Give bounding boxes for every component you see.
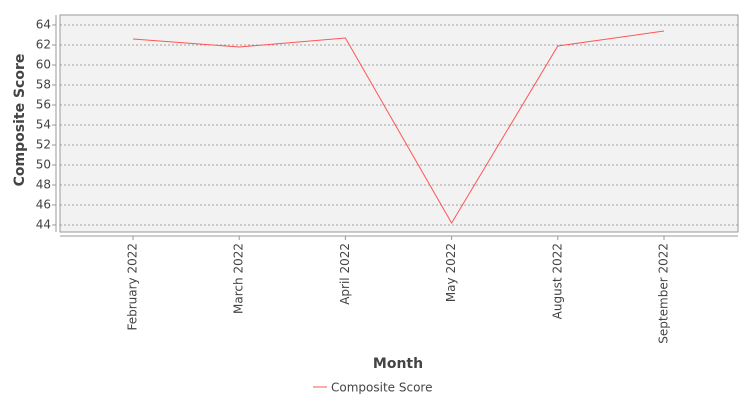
- y-tick-label: 54: [36, 118, 51, 132]
- x-tick-label: August 2022: [550, 243, 564, 319]
- legend-label: Composite Score: [331, 381, 432, 395]
- x-tick-label: May 2022: [444, 243, 458, 302]
- y-tick-label: 64: [36, 18, 51, 32]
- x-tick-label: April 2022: [338, 243, 352, 305]
- x-axis-title: Month: [373, 356, 423, 372]
- y-axis-title: Composite Score: [12, 54, 28, 187]
- y-tick-label: 60: [36, 58, 51, 72]
- y-tick-label: 56: [36, 98, 51, 112]
- x-tick-label: September 2022: [657, 243, 671, 344]
- plot-area: [59, 14, 739, 233]
- x-tick-label: March 2022: [232, 243, 246, 314]
- y-tick-label: 44: [36, 218, 51, 232]
- y-tick-label: 48: [36, 178, 51, 192]
- data-line: [132, 30, 665, 224]
- x-tick-label: February 2022: [126, 243, 140, 331]
- y-tick-label: 50: [36, 158, 51, 172]
- y-tick-label: 46: [36, 198, 51, 212]
- y-tick-label: 62: [36, 38, 51, 52]
- y-tick-label: 52: [36, 138, 51, 152]
- y-tick-label: 58: [36, 78, 51, 92]
